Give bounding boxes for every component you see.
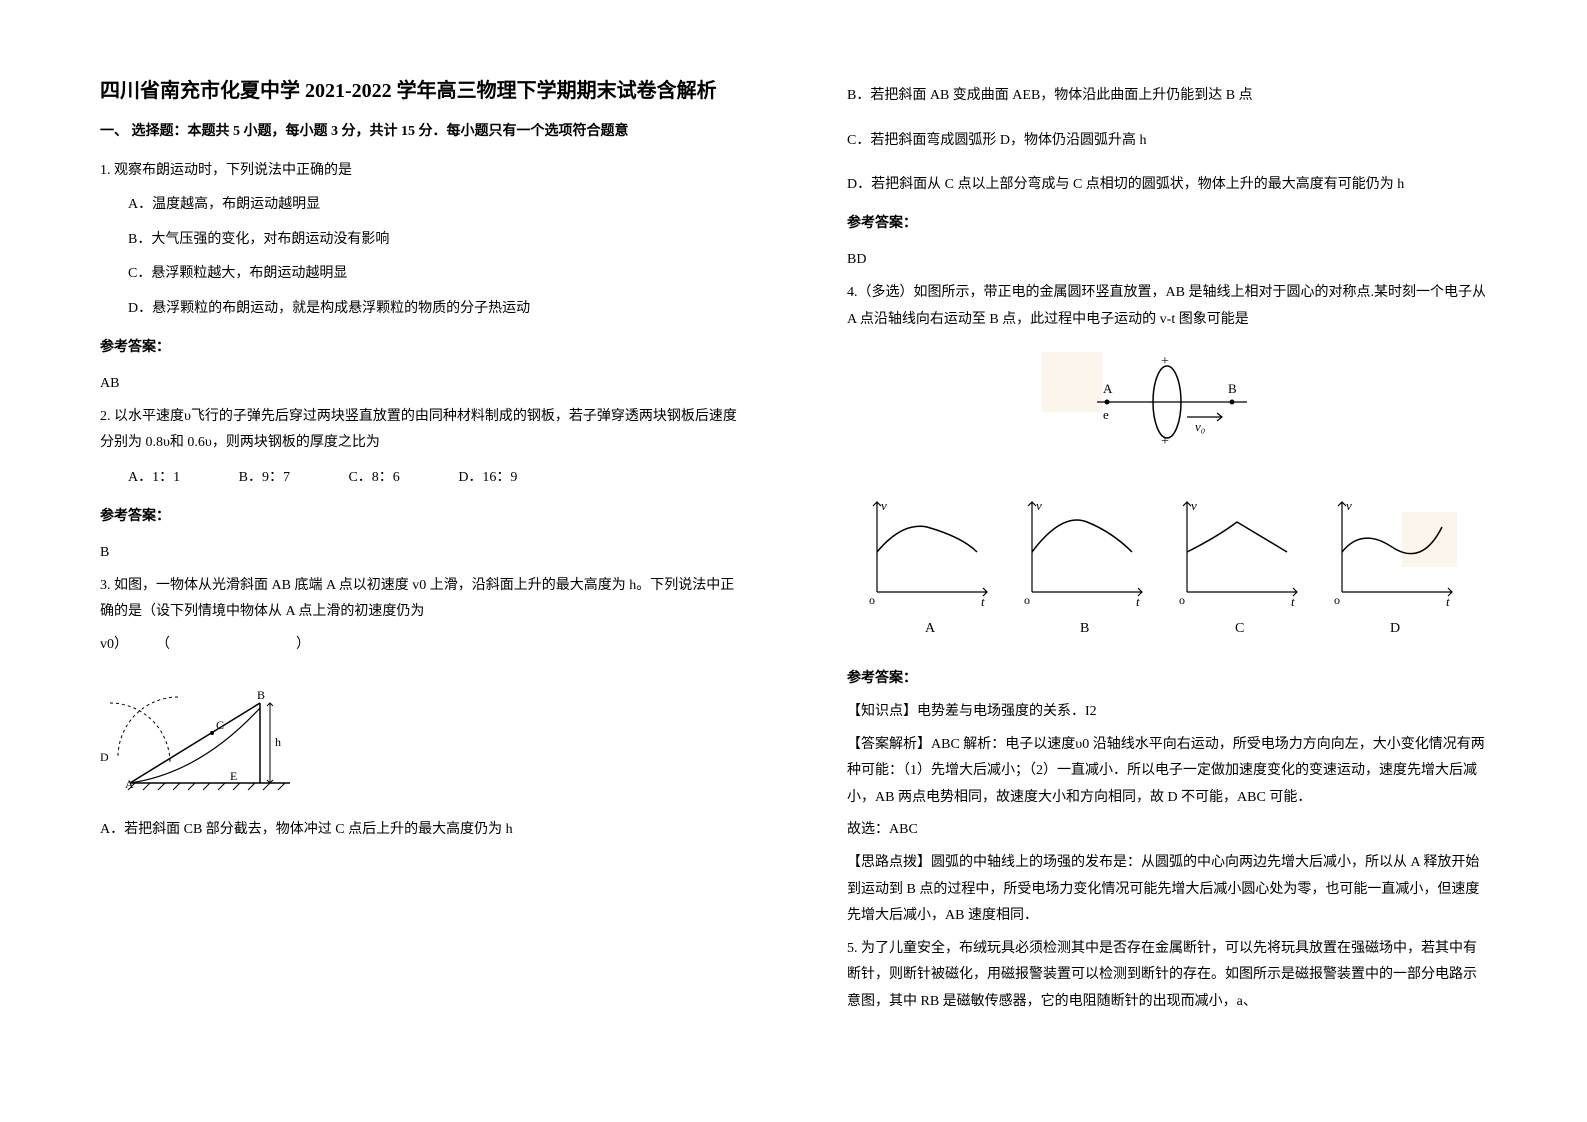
q4-ring-diagram: + + + A B e v₀ [847, 347, 1487, 468]
q4-note: 【思路点拨】圆弧的中轴线上的场强的发布是：从圆弧的中心向两边先增大后减小，所以从… [847, 850, 1487, 930]
q3-answer-label: 参考答案： [847, 211, 1487, 238]
q2-option-b: B．9：7 [239, 465, 290, 492]
q1-option-b: B．大气压强的变化，对布朗运动没有影响 [100, 227, 737, 254]
vt-label-a: A [925, 621, 936, 636]
svg-text:t: t [1136, 594, 1140, 609]
label-v0: v₀ [1195, 419, 1205, 434]
label-a4: A [1103, 381, 1113, 396]
q4-vt-diagram: v t o A v t o B [847, 482, 1487, 653]
q2-option-c: C．8：6 [348, 465, 399, 492]
q1-stem: 1. 观察布朗运动时，下列说法中正确的是 [100, 158, 737, 185]
q3-option-c: C．若把斜面弯成圆弧形 D，物体仍沿圆弧升高 h [847, 128, 1487, 155]
label-e: E [230, 769, 237, 783]
svg-text:o: o [1179, 593, 1185, 607]
q4-select: 故选：ABC [847, 817, 1487, 844]
svg-text:o: o [1334, 593, 1340, 607]
right-column: B．若把斜面 AB 变成曲面 AEB，物体沿此曲面上升仍能到达 B 点 C．若把… [847, 75, 1487, 1082]
q4-analysis: 【答案解析】ABC 解析：电子以速度υ0 沿轴线水平向右运动，所受电场力方向向左… [847, 732, 1487, 812]
label-c: C [216, 718, 224, 732]
svg-text:v: v [1036, 498, 1042, 513]
vt-label-d: D [1390, 621, 1400, 636]
svg-text:v: v [1346, 498, 1352, 513]
q3-answer: BD [847, 247, 1487, 274]
svg-text:t: t [1291, 594, 1295, 609]
q2-option-a: A．1：1 [128, 465, 180, 492]
section-header: 一、 选择题：本题共 5 小题，每小题 3 分，共计 15 分．每小题只有一个选… [100, 119, 737, 146]
q1-option-d: D．悬浮颗粒的布朗运动，就是构成悬浮颗粒的物质的分子热运动 [100, 296, 737, 323]
q4-stem: 4.（多选）如图所示，带正电的金属圆环竖直放置，AB 是轴线上相对于圆心的对称点… [847, 280, 1487, 333]
svg-text:v: v [1191, 498, 1197, 513]
q4-answer-label: 参考答案： [847, 666, 1487, 693]
svg-text:v: v [881, 498, 887, 513]
left-column: 四川省南充市化夏中学 2021-2022 学年高三物理下学期期末试卷含解析 一、… [100, 75, 737, 1082]
label-e4: e [1103, 407, 1109, 422]
svg-text:+: + [1161, 354, 1169, 369]
q2-answer: B [100, 540, 737, 567]
svg-text:o: o [1024, 593, 1030, 607]
page-title: 四川省南充市化夏中学 2021-2022 学年高三物理下学期期末试卷含解析 [100, 75, 737, 107]
svg-text:t: t [1446, 594, 1450, 609]
svg-text:o: o [869, 593, 875, 607]
q3-stem2: v0） （ ） [100, 632, 737, 659]
q2-answer-label: 参考答案： [100, 504, 737, 531]
q4-knowledge: 【知识点】电势差与电场强度的关系．I2 [847, 699, 1487, 726]
q3-option-d: D．若把斜面从 C 点以上部分弯成与 C 点相切的圆弧状，物体上升的最大高度有可… [847, 172, 1487, 199]
q1-option-a: A．温度越高，布朗运动越明显 [100, 192, 737, 219]
svg-text:+: + [1161, 434, 1169, 449]
label-h: h [275, 735, 281, 749]
q5-stem: 5. 为了儿童安全，布绒玩具必须检测其中是否存在金属断针，可以先将玩具放置在强磁… [847, 936, 1487, 1016]
svg-text:t: t [981, 594, 985, 609]
vt-label-b: B [1080, 621, 1089, 636]
q3-stem: 3. 如图，一物体从光滑斜面 AB 底端 A 点以初速度 v0 上滑，沿斜面上升… [100, 573, 737, 626]
svg-text:+: + [1149, 396, 1157, 411]
vt-label-c: C [1235, 621, 1244, 636]
label-b: B [257, 688, 265, 702]
q3-option-a: A．若把斜面 CB 部分截去，物体冲过 C 点后上升的最大高度仍为 h [100, 817, 737, 844]
q2-stem: 2. 以水平速度υ飞行的子弹先后穿过两块竖直放置的由同种材料制成的钢板，若子弹穿… [100, 404, 737, 457]
q3-diagram: C A B D E h [100, 673, 737, 804]
q2-options: A．1：1 B．9：7 C．8：6 D．16：9 [100, 465, 737, 492]
q3-option-b: B．若把斜面 AB 变成曲面 AEB，物体沿此曲面上升仍能到达 B 点 [847, 83, 1487, 110]
q2-option-d: D．16：9 [458, 465, 517, 492]
q1-answer-label: 参考答案： [100, 335, 737, 362]
q1-option-c: C．悬浮颗粒越大，布朗运动越明显 [100, 261, 737, 288]
label-b4: B [1228, 381, 1237, 396]
label-d: D [100, 750, 109, 764]
q1-answer: AB [100, 371, 737, 398]
